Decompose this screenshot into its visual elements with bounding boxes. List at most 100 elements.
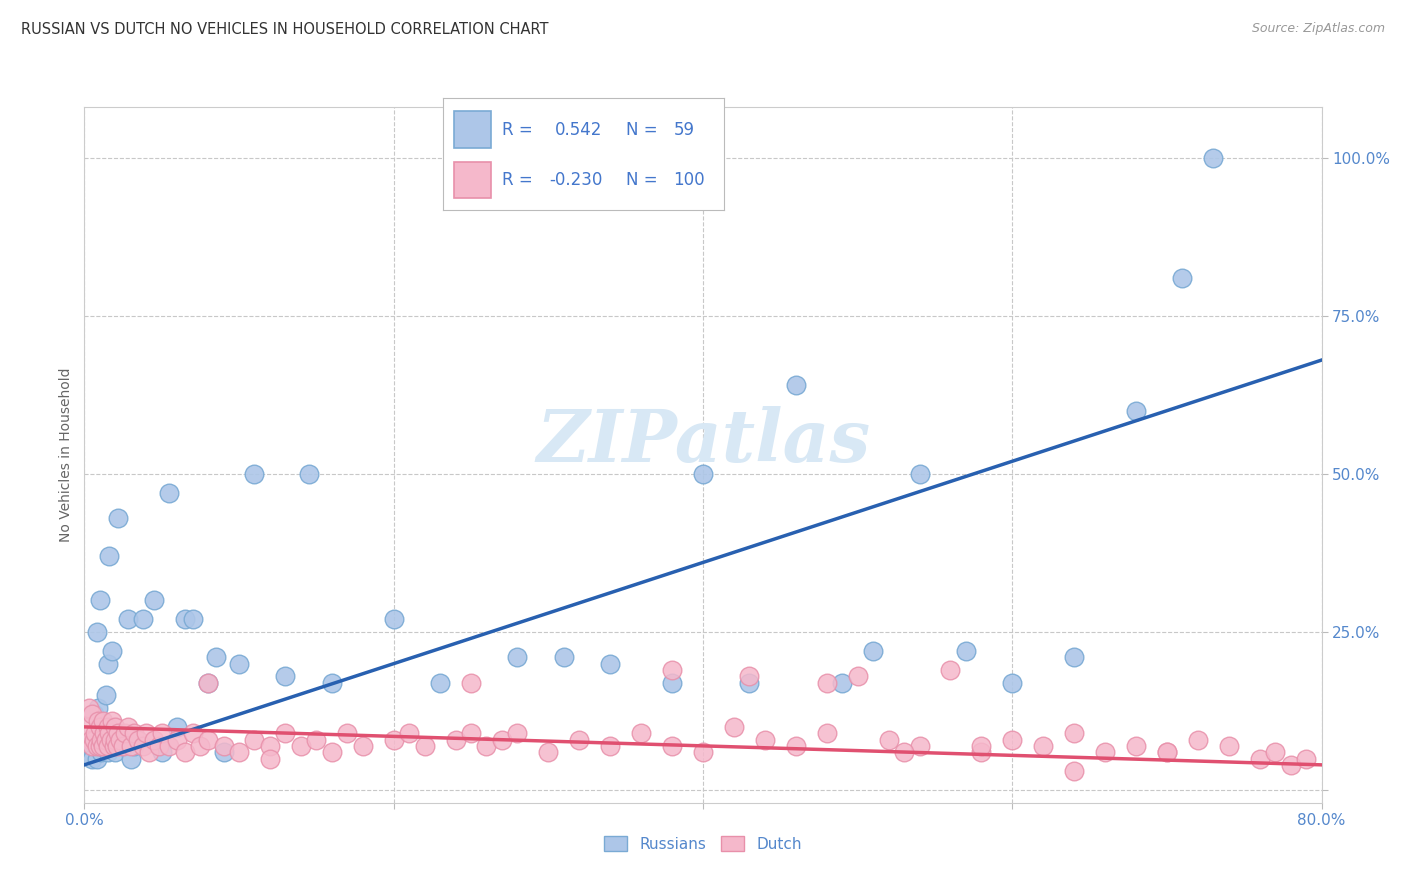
- Point: [630, 726, 652, 740]
- Point: [101, 644, 124, 658]
- Point: [297, 467, 319, 481]
- Point: [96, 657, 118, 671]
- Point: [877, 732, 900, 747]
- Point: [77, 745, 100, 759]
- Point: [290, 739, 312, 753]
- Point: [104, 745, 127, 759]
- Point: [84, 726, 107, 740]
- Point: [212, 739, 235, 753]
- Point: [127, 732, 149, 747]
- Point: [82, 739, 104, 753]
- Point: [1171, 270, 1194, 285]
- Point: [1202, 151, 1225, 165]
- Point: [107, 726, 129, 740]
- Point: [661, 739, 683, 753]
- Point: [475, 739, 498, 753]
- Point: [862, 644, 884, 658]
- Point: [77, 701, 100, 715]
- Point: [150, 726, 173, 740]
- Point: [970, 739, 993, 753]
- Point: [94, 732, 117, 747]
- Text: ZIPatlas: ZIPatlas: [536, 406, 870, 476]
- Point: [135, 726, 157, 740]
- Point: [132, 739, 155, 753]
- Text: 0.542: 0.542: [555, 121, 603, 139]
- Point: [87, 714, 110, 728]
- Point: [98, 549, 121, 563]
- Point: [159, 486, 180, 500]
- Point: [93, 720, 115, 734]
- Point: [908, 467, 931, 481]
- Point: [84, 732, 107, 747]
- Point: [955, 644, 977, 658]
- Point: [82, 751, 104, 765]
- Point: [132, 612, 155, 626]
- Point: [1264, 745, 1286, 759]
- Point: [228, 745, 250, 759]
- Point: [148, 739, 170, 753]
- Point: [205, 650, 228, 665]
- Point: [117, 720, 139, 734]
- Point: [321, 675, 343, 690]
- Point: [103, 739, 125, 753]
- Point: [1094, 745, 1116, 759]
- Point: [846, 669, 869, 683]
- Point: [738, 675, 761, 690]
- Point: [661, 663, 683, 677]
- Point: [831, 675, 853, 690]
- Point: [259, 751, 281, 765]
- Point: [91, 739, 114, 753]
- Point: [181, 726, 204, 740]
- Text: Source: ZipAtlas.com: Source: ZipAtlas.com: [1251, 22, 1385, 36]
- Point: [723, 720, 745, 734]
- Point: [104, 720, 127, 734]
- Point: [738, 669, 761, 683]
- Text: R =: R =: [502, 121, 533, 139]
- Point: [91, 714, 114, 728]
- Point: [413, 739, 436, 753]
- Point: [112, 739, 135, 753]
- Text: 100: 100: [673, 171, 704, 189]
- Point: [89, 739, 111, 753]
- Point: [86, 739, 108, 753]
- Point: [82, 707, 104, 722]
- FancyBboxPatch shape: [454, 161, 491, 199]
- Point: [661, 675, 683, 690]
- Point: [87, 701, 110, 715]
- Point: [90, 745, 112, 759]
- Point: [197, 732, 219, 747]
- Point: [1156, 745, 1178, 759]
- Point: [104, 732, 127, 747]
- Point: [568, 732, 591, 747]
- Point: [166, 732, 188, 747]
- Point: [101, 714, 124, 728]
- Point: [98, 739, 121, 753]
- Point: [970, 745, 993, 759]
- Point: [1063, 726, 1085, 740]
- Point: [785, 378, 807, 392]
- Point: [444, 732, 467, 747]
- Point: [105, 739, 128, 753]
- Point: [1063, 764, 1085, 779]
- Point: [138, 745, 160, 759]
- Point: [382, 732, 405, 747]
- Y-axis label: No Vehicles in Household: No Vehicles in Household: [59, 368, 73, 542]
- Point: [96, 745, 118, 759]
- Point: [120, 751, 142, 765]
- Point: [90, 732, 112, 747]
- Point: [939, 663, 962, 677]
- Text: -0.230: -0.230: [550, 171, 603, 189]
- Point: [166, 720, 188, 734]
- Point: [89, 720, 111, 734]
- Point: [259, 739, 281, 753]
- Point: [599, 657, 621, 671]
- Point: [321, 745, 343, 759]
- Point: [599, 739, 621, 753]
- Point: [305, 732, 328, 747]
- Point: [382, 612, 405, 626]
- Point: [893, 745, 915, 759]
- Point: [352, 739, 374, 753]
- Text: R =: R =: [502, 171, 533, 189]
- Point: [553, 650, 575, 665]
- Point: [86, 751, 108, 765]
